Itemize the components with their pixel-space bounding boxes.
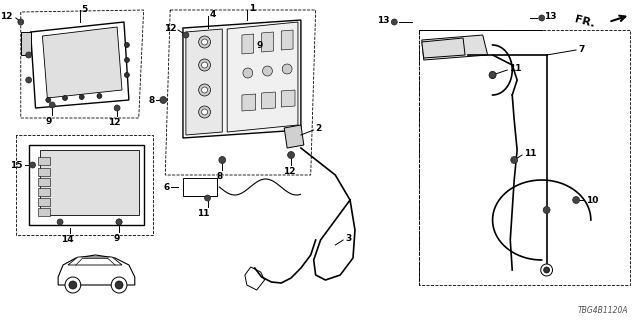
Circle shape — [198, 84, 211, 96]
Polygon shape — [20, 32, 31, 55]
Circle shape — [26, 77, 31, 83]
Circle shape — [541, 264, 552, 276]
Circle shape — [543, 206, 550, 213]
Text: FR.: FR. — [573, 14, 596, 29]
Circle shape — [573, 196, 580, 204]
Polygon shape — [40, 150, 139, 215]
Circle shape — [69, 281, 77, 289]
Circle shape — [26, 52, 31, 58]
Polygon shape — [42, 27, 122, 98]
Circle shape — [116, 219, 122, 225]
Circle shape — [65, 277, 81, 293]
Polygon shape — [38, 178, 51, 186]
Circle shape — [202, 62, 207, 68]
Polygon shape — [183, 178, 218, 196]
Circle shape — [79, 94, 84, 100]
Polygon shape — [38, 198, 51, 206]
Circle shape — [183, 32, 189, 38]
Text: 13: 13 — [377, 15, 389, 25]
Circle shape — [219, 156, 226, 164]
Polygon shape — [38, 188, 51, 196]
Text: 8: 8 — [148, 95, 154, 105]
Circle shape — [287, 151, 294, 158]
Circle shape — [160, 97, 167, 103]
Circle shape — [114, 105, 120, 111]
Text: 1: 1 — [249, 4, 255, 12]
Circle shape — [97, 93, 102, 99]
Text: 12: 12 — [164, 23, 176, 33]
Polygon shape — [68, 257, 122, 265]
Circle shape — [391, 19, 397, 25]
Text: 9: 9 — [45, 117, 51, 126]
Circle shape — [202, 39, 207, 45]
Polygon shape — [242, 34, 253, 54]
Circle shape — [198, 36, 211, 48]
Text: 14: 14 — [61, 235, 74, 244]
Circle shape — [18, 19, 24, 25]
Circle shape — [198, 106, 211, 118]
Text: 12: 12 — [108, 118, 120, 127]
Circle shape — [46, 98, 51, 102]
Circle shape — [124, 58, 129, 62]
Circle shape — [63, 95, 67, 100]
Circle shape — [202, 87, 207, 93]
Polygon shape — [38, 168, 51, 176]
Polygon shape — [262, 92, 275, 109]
Polygon shape — [281, 90, 295, 107]
Text: 12: 12 — [1, 12, 13, 20]
Circle shape — [489, 71, 496, 78]
Circle shape — [539, 15, 545, 21]
Polygon shape — [422, 35, 488, 60]
Text: 12: 12 — [283, 167, 295, 176]
Polygon shape — [38, 208, 51, 216]
Text: 11: 11 — [509, 63, 522, 73]
Circle shape — [124, 73, 129, 77]
Text: 15: 15 — [10, 161, 23, 170]
Polygon shape — [281, 30, 293, 50]
Text: 7: 7 — [578, 44, 584, 53]
Text: 9: 9 — [257, 41, 263, 50]
Circle shape — [243, 68, 253, 78]
Circle shape — [262, 66, 273, 76]
Polygon shape — [227, 22, 298, 132]
Circle shape — [57, 219, 63, 225]
Circle shape — [511, 156, 518, 164]
Polygon shape — [262, 32, 273, 52]
Circle shape — [543, 267, 550, 273]
Text: 2: 2 — [316, 124, 322, 132]
Polygon shape — [245, 267, 264, 290]
Text: 8: 8 — [216, 172, 223, 181]
Text: 5: 5 — [82, 4, 88, 13]
Polygon shape — [31, 22, 129, 108]
Text: 6: 6 — [164, 182, 170, 191]
Text: 3: 3 — [345, 234, 351, 243]
Circle shape — [111, 277, 127, 293]
Polygon shape — [38, 157, 51, 165]
Polygon shape — [284, 125, 304, 148]
Circle shape — [202, 109, 207, 115]
Circle shape — [282, 64, 292, 74]
Circle shape — [29, 162, 36, 168]
Circle shape — [198, 59, 211, 71]
Circle shape — [115, 281, 123, 289]
Polygon shape — [29, 145, 143, 225]
Text: 9: 9 — [114, 234, 120, 243]
Text: 11: 11 — [524, 148, 536, 157]
Text: 10: 10 — [586, 196, 598, 204]
Polygon shape — [183, 20, 301, 138]
Circle shape — [489, 71, 496, 78]
Text: 13: 13 — [543, 12, 556, 20]
Text: TBG4B1120A: TBG4B1120A — [577, 306, 628, 315]
Polygon shape — [186, 29, 222, 135]
Circle shape — [116, 219, 122, 225]
Text: 11: 11 — [197, 209, 210, 218]
Circle shape — [205, 195, 211, 201]
Circle shape — [49, 102, 55, 108]
Polygon shape — [242, 94, 256, 111]
Polygon shape — [58, 255, 135, 285]
Polygon shape — [422, 38, 465, 58]
Text: 4: 4 — [209, 10, 216, 19]
Circle shape — [124, 43, 129, 47]
